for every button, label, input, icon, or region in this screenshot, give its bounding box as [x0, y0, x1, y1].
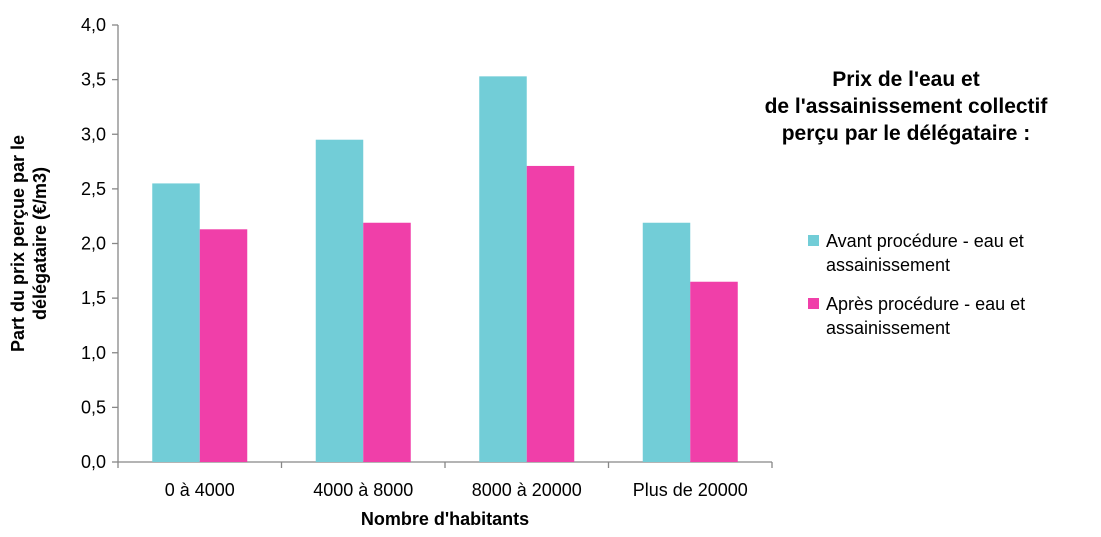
bar-avant-0 [152, 183, 200, 462]
bar-apres-2 [526, 165, 575, 462]
x-tick-label: 0 à 4000 [165, 480, 235, 500]
x-tick-label: 4000 à 8000 [313, 480, 413, 500]
axis-labels: 0,0 0,5 1,0 1,5 2,0 2,5 3,0 3,5 4,0 0 à 4000 4000 … [8, 15, 748, 529]
legend-label-apres: Après procédure - eau et assainissement [826, 292, 1086, 340]
y-tick-label: 3,0 [81, 124, 106, 144]
legend-label-avant-line-2: assainissement [826, 255, 951, 275]
y-tick-label: 3,5 [81, 70, 106, 90]
y-axis-title-line-1: Part du prix perçue par le [8, 135, 28, 352]
y-tick-label: 1,5 [81, 288, 106, 308]
legend-label-avant-line-1: Avant procédure - eau et [826, 231, 1024, 251]
legend-swatch-apres [808, 298, 819, 309]
bar-apres-1 [363, 222, 411, 462]
x-axis-title: Nombre d'habitants [361, 509, 529, 529]
y-axis-title-line-2: délégataire (€/m3) [30, 167, 50, 320]
bar-apres-3 [690, 281, 738, 462]
x-tick-label: 8000 à 20000 [472, 480, 582, 500]
chart-title-line-2: de l'assainissement collectif [764, 95, 1048, 118]
y-tick-label: 0,0 [81, 452, 106, 472]
y-tick-label: 4,0 [81, 15, 106, 35]
bar-avant-1 [315, 139, 364, 462]
chart-title: Prix de l'eau et de l'assainissement col… [716, 66, 1096, 147]
legend-swatch-avant [808, 235, 819, 246]
bar-avant-2 [479, 76, 527, 462]
bar-avant-3 [642, 222, 691, 462]
x-tick-label: Plus de 20000 [633, 480, 748, 500]
bars [152, 76, 738, 462]
chart-title-line-3: perçu par le délégataire : [781, 122, 1031, 145]
legend-label-apres-line-1: Après procédure - eau et [826, 294, 1026, 314]
bar-apres-0 [199, 229, 248, 462]
chart-title-line-1: Prix de l'eau et [832, 68, 980, 91]
y-tick-label: 0,5 [81, 397, 106, 417]
legend-label-avant: Avant procédure - eau et assainissement [826, 229, 1086, 277]
y-tick-label: 2,0 [81, 234, 106, 254]
y-tick-label: 2,5 [81, 179, 106, 199]
legend-label-apres-line-2: assainissement [826, 318, 951, 338]
y-tick-label: 1,0 [81, 343, 106, 363]
